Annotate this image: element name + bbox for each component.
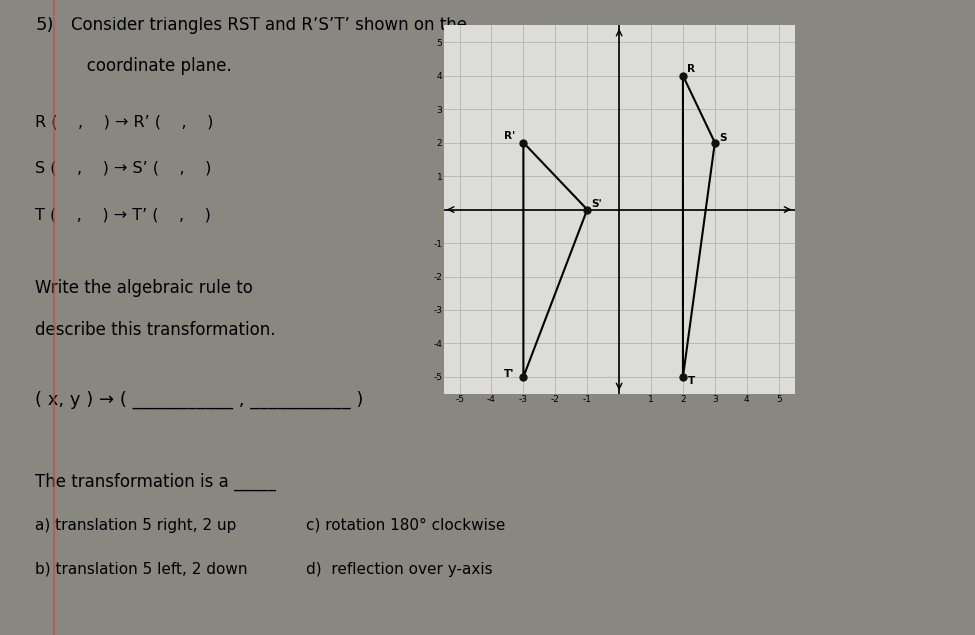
Text: S: S bbox=[720, 133, 727, 143]
Text: S': S' bbox=[591, 199, 602, 209]
Text: 5): 5) bbox=[35, 16, 54, 34]
Text: S (    ,    ) → S’ (    ,    ): S ( , ) → S’ ( , ) bbox=[35, 161, 212, 176]
Text: d)  reflection over y-axis: d) reflection over y-axis bbox=[306, 562, 492, 577]
Text: coordinate plane.: coordinate plane. bbox=[71, 57, 232, 75]
Text: Write the algebraic rule to: Write the algebraic rule to bbox=[35, 279, 254, 297]
Text: T': T' bbox=[504, 369, 515, 379]
Text: b) translation 5 left, 2 down: b) translation 5 left, 2 down bbox=[35, 562, 248, 577]
Text: a) translation 5 right, 2 up: a) translation 5 right, 2 up bbox=[35, 518, 237, 533]
Text: describe this transformation.: describe this transformation. bbox=[35, 321, 276, 338]
Text: T (    ,    ) → T’ (    ,    ): T ( , ) → T’ ( , ) bbox=[35, 207, 212, 222]
Text: R: R bbox=[686, 64, 695, 74]
Text: R': R' bbox=[504, 131, 516, 141]
Text: T: T bbox=[687, 376, 695, 385]
Text: c) rotation 180° clockwise: c) rotation 180° clockwise bbox=[306, 518, 505, 533]
Text: ( x, y ) → ( ___________ , ___________ ): ( x, y ) → ( ___________ , ___________ ) bbox=[35, 391, 364, 409]
Text: The transformation is a _____: The transformation is a _____ bbox=[35, 473, 276, 491]
Text: R (    ,    ) → R’ (    ,    ): R ( , ) → R’ ( , ) bbox=[35, 114, 214, 130]
Text: Consider triangles RST and R’S’T’ shown on the: Consider triangles RST and R’S’T’ shown … bbox=[71, 16, 467, 34]
